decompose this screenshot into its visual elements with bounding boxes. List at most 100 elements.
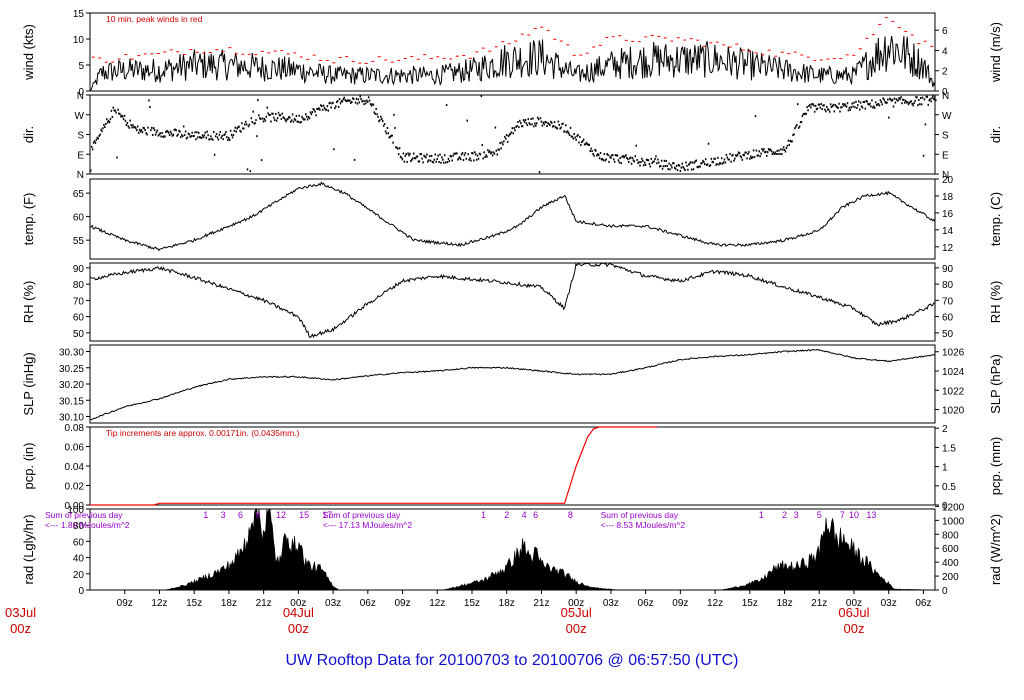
dir-point — [587, 143, 590, 146]
dir-point — [694, 160, 697, 163]
dir-point — [578, 141, 580, 144]
dir-point — [870, 105, 872, 108]
dir-point — [624, 155, 626, 158]
dir-point — [635, 144, 637, 147]
rh-left-tick-label: 70 — [73, 296, 85, 307]
dir-point — [730, 160, 732, 163]
dir-point — [830, 106, 833, 109]
dir-point — [575, 138, 577, 141]
dir-point — [701, 162, 703, 165]
dir-point — [487, 149, 489, 152]
dir-point — [535, 124, 537, 127]
dir-point — [423, 154, 425, 157]
dir-point — [424, 155, 426, 158]
dir-point — [305, 113, 307, 116]
dir-point — [535, 122, 538, 125]
dir-point — [869, 102, 871, 105]
dir-point — [719, 162, 722, 165]
dir-point — [584, 143, 587, 146]
dir-point — [920, 103, 923, 106]
dir-point — [217, 138, 220, 141]
dir-point — [339, 102, 342, 105]
dir-point — [470, 159, 472, 162]
dir-point — [102, 127, 104, 130]
rh-series-line — [89, 262, 936, 339]
dir-point — [540, 120, 543, 123]
slp-right-axis-title: SLP (hPa) — [988, 354, 1003, 414]
dir-point — [274, 119, 276, 122]
dir-point — [685, 161, 687, 164]
rad-right-tick-label: 800 — [942, 530, 959, 541]
dir-point — [299, 121, 301, 124]
dir-point — [401, 158, 404, 161]
dir-point — [187, 132, 190, 135]
dir-point — [738, 152, 741, 155]
dir-point — [255, 119, 257, 122]
wind-right-tick-label: 6 — [942, 26, 948, 37]
dir-point — [875, 104, 878, 107]
dir-point — [304, 118, 306, 121]
dir-point — [120, 114, 123, 117]
dir-point — [658, 165, 661, 168]
dir-point — [921, 96, 924, 99]
dir-point — [667, 168, 669, 171]
dir-point — [510, 131, 513, 134]
dir-point — [524, 118, 527, 121]
dir-point — [785, 146, 788, 149]
dir-point — [643, 161, 646, 164]
dir-point — [320, 105, 323, 108]
dir-point — [577, 133, 579, 136]
dir-point — [644, 163, 647, 166]
dir-point — [819, 106, 822, 109]
dir-point — [839, 110, 841, 113]
dir-point — [221, 134, 223, 137]
dir-point — [680, 166, 683, 169]
dir-point — [260, 159, 263, 162]
dir-point — [531, 123, 533, 126]
dir-point — [872, 106, 874, 109]
dir-point — [243, 123, 246, 126]
dir-point — [184, 130, 187, 133]
dir-point — [310, 113, 313, 116]
dir-point — [117, 108, 119, 111]
dir-point — [610, 157, 612, 160]
dir-point — [703, 161, 705, 164]
dir-point — [549, 124, 551, 127]
slp-right-tick-label: 1024 — [942, 367, 965, 378]
dir-point — [421, 157, 423, 160]
pcp-left-tick-label: 0.06 — [65, 443, 85, 454]
dir-point — [236, 127, 238, 130]
dir-point — [890, 99, 893, 102]
dir-point — [345, 100, 347, 103]
wind-panel: 0 5 10 15 0 2 4 6 wind (kts) wind (m/s) 10 min. pe… — [21, 9, 1003, 98]
rad-note-line2: <--- 1.80 MJoules/m^2 — [45, 520, 130, 530]
dir-point — [672, 162, 674, 165]
dir-point — [298, 114, 300, 117]
dir-point — [527, 118, 530, 121]
dir-point — [847, 109, 850, 112]
dir-point — [383, 123, 386, 126]
dir-point — [537, 118, 540, 121]
dir-point — [792, 134, 794, 137]
dir-point — [820, 103, 822, 106]
dir-point — [191, 131, 193, 134]
time-tick-label: 12z — [429, 598, 445, 609]
dir-point — [366, 100, 369, 103]
slp-series-line — [89, 348, 936, 421]
dir-point — [294, 119, 297, 122]
dir-point — [858, 108, 861, 111]
dir-point — [341, 100, 344, 103]
dir-point — [676, 169, 679, 172]
dir-point — [396, 146, 398, 149]
rad-right-tick-label: 600 — [942, 544, 959, 555]
dir-point — [696, 165, 699, 168]
dir-point — [279, 114, 282, 117]
dir-point — [379, 119, 381, 122]
dir-point — [250, 117, 253, 120]
dir-point — [843, 103, 846, 106]
dir-point — [98, 134, 100, 137]
dir-point — [136, 125, 139, 128]
dir-point — [210, 135, 212, 138]
dir-point — [390, 134, 392, 137]
